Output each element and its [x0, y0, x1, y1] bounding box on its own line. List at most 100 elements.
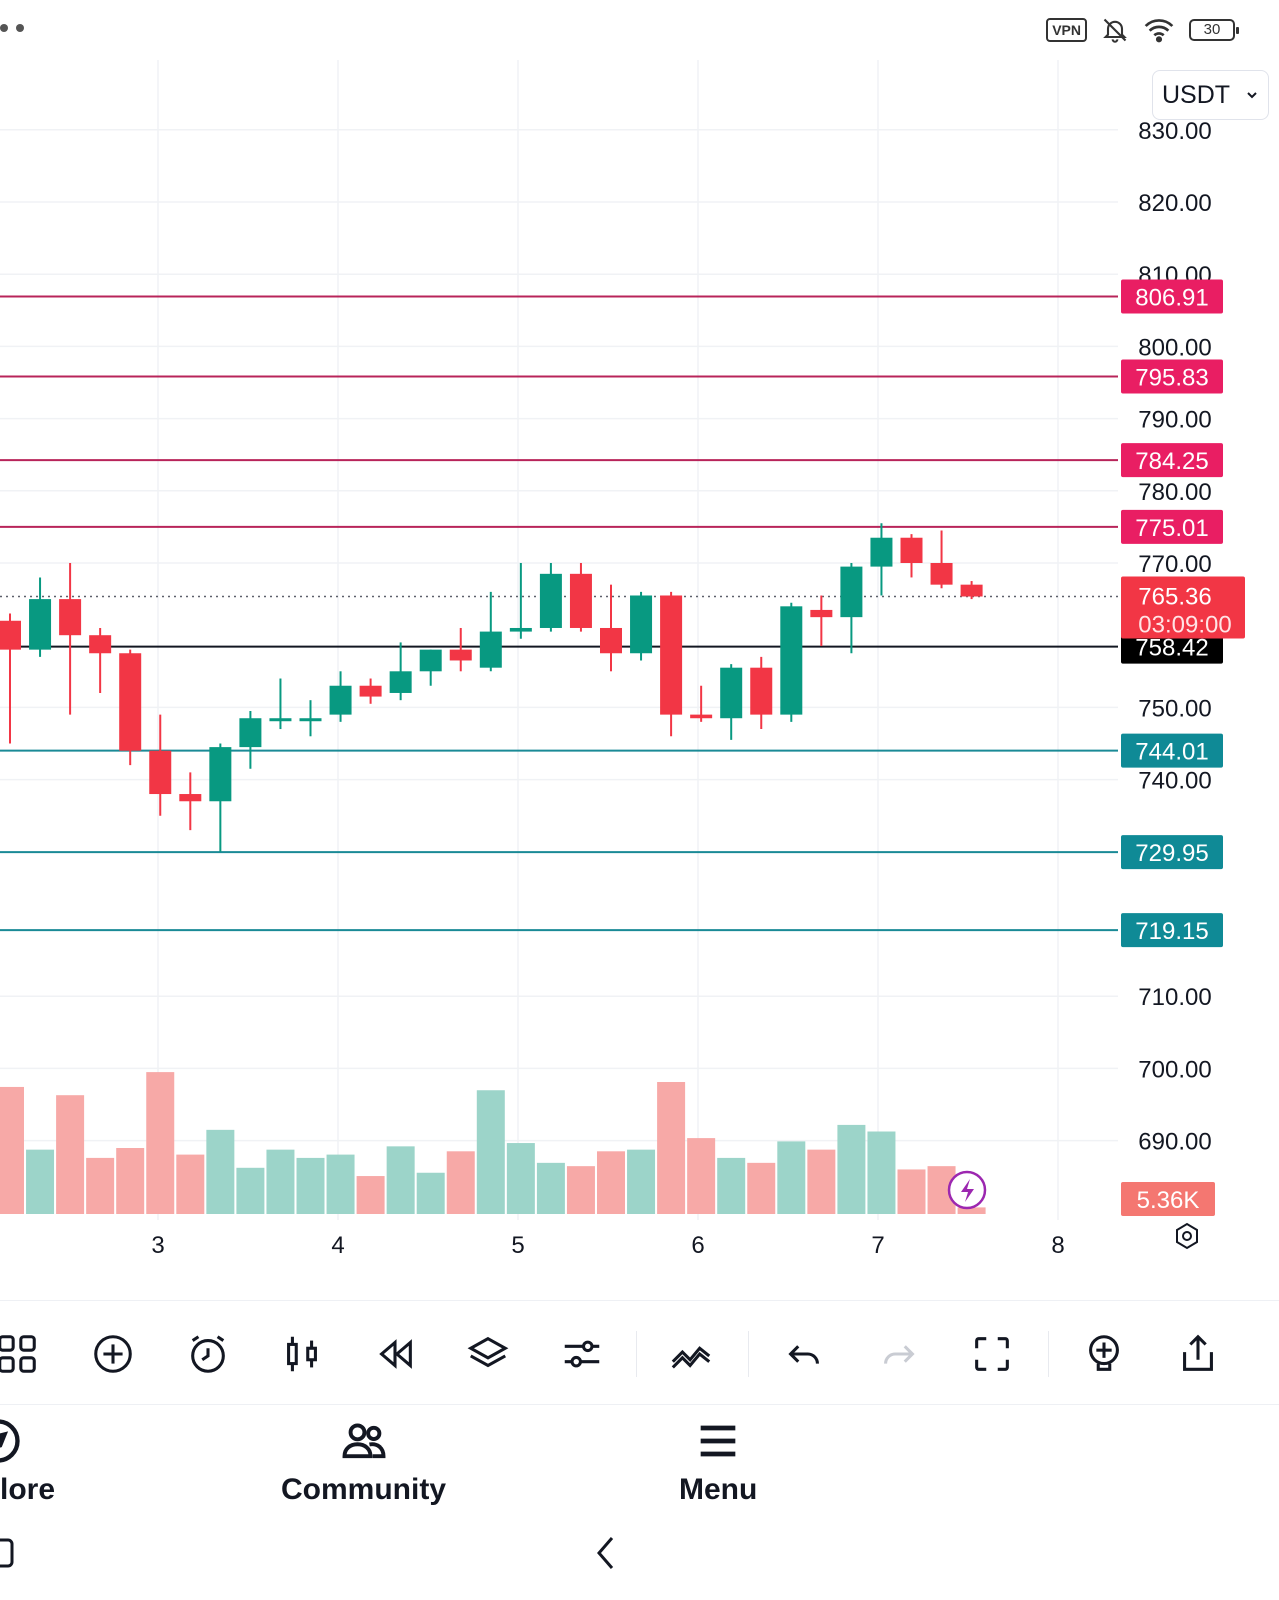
- idea-bulb-icon[interactable]: [1079, 1329, 1129, 1379]
- price-label: 806.91: [1135, 285, 1208, 312]
- candle-body[interactable]: [59, 599, 82, 636]
- chart-settings-icon[interactable]: [1176, 1222, 1198, 1250]
- candle-body[interactable]: [780, 606, 803, 715]
- nav-explore[interactable]: lore: [0, 1415, 55, 1507]
- recent-apps-icon[interactable]: [0, 1538, 14, 1568]
- candle-body[interactable]: [900, 537, 923, 563]
- volume-bar: [446, 1151, 475, 1214]
- toolbar-divider: [748, 1331, 749, 1377]
- chart-settings-hex: [1176, 1222, 1198, 1250]
- volume-bar: [777, 1141, 806, 1214]
- volume-bar: [957, 1207, 986, 1214]
- y-tick-label: 830.00: [1138, 118, 1211, 145]
- volume-label: 5.36K: [1137, 1187, 1200, 1214]
- candle-body[interactable]: [569, 573, 592, 628]
- candle-body[interactable]: [930, 563, 953, 585]
- alarm-icon[interactable]: [183, 1329, 233, 1379]
- replay-icon[interactable]: [370, 1329, 420, 1379]
- candle-body[interactable]: [269, 718, 292, 722]
- volume-bar: [56, 1095, 85, 1214]
- nav-label: Menu: [679, 1473, 758, 1506]
- add-circle-icon[interactable]: [88, 1329, 138, 1379]
- candle-body[interactable]: [810, 609, 833, 618]
- candle-body[interactable]: [299, 718, 322, 722]
- system-navigation: [0, 1530, 1279, 1600]
- y-tick-label: 690.00: [1138, 1129, 1211, 1156]
- back-icon[interactable]: [594, 1535, 618, 1571]
- share-icon[interactable]: [1173, 1329, 1223, 1379]
- price-chart[interactable]: 830.00 820.00 810.00 800.00 790.00 780.00 770.…: [0, 60, 1279, 1300]
- toolbar-divider: [1048, 1331, 1049, 1377]
- undo-icon[interactable]: [779, 1329, 829, 1379]
- volume-bar: [356, 1176, 385, 1214]
- candle-body[interactable]: [239, 718, 262, 748]
- candle-body[interactable]: [870, 537, 893, 567]
- volume-bar: [476, 1090, 505, 1214]
- fullscreen-icon[interactable]: [967, 1329, 1017, 1379]
- candle-body[interactable]: [539, 573, 562, 628]
- bottom-navigation: lore Community Menu: [0, 1405, 1279, 1530]
- candle-body[interactable]: [419, 649, 442, 672]
- candle-body[interactable]: [840, 566, 863, 618]
- nav-community[interactable]: Community: [281, 1415, 446, 1507]
- candle-body[interactable]: [329, 685, 352, 715]
- candle-body[interactable]: [179, 794, 202, 802]
- candle-body[interactable]: [600, 627, 622, 654]
- candle-body[interactable]: [389, 671, 412, 693]
- y-tick-label: 780.00: [1138, 479, 1211, 506]
- candle-body[interactable]: [149, 750, 172, 795]
- y-tick-label: 770.00: [1138, 551, 1211, 578]
- y-tick-label: 800.00: [1138, 334, 1211, 361]
- candle-body[interactable]: [449, 649, 472, 661]
- candle-body[interactable]: [0, 620, 21, 650]
- x-tick-label: 7: [871, 1232, 884, 1259]
- volume-bar: [176, 1154, 205, 1214]
- volume-bar: [296, 1157, 325, 1214]
- price-label-bg: [1121, 733, 1223, 768]
- candle-body[interactable]: [960, 584, 983, 597]
- candle-body[interactable]: [750, 667, 773, 715]
- candle-body[interactable]: [479, 631, 502, 668]
- chart-canvas[interactable]: 830.00820.00810.00800.00790.00780.00770.…: [0, 60, 1279, 1300]
- compass-icon: [0, 1419, 20, 1463]
- volume-bar: [747, 1162, 776, 1214]
- candle-body[interactable]: [29, 599, 52, 650]
- candle-body[interactable]: [119, 653, 142, 751]
- candle-body[interactable]: [720, 667, 743, 719]
- currency-label: USDT: [1162, 80, 1231, 109]
- status-bar: VPN 30: [0, 0, 1279, 60]
- y-tick-label: 750.00: [1138, 695, 1211, 722]
- candle-body[interactable]: [660, 595, 683, 715]
- currency-dropdown[interactable]: USDT: [1152, 70, 1269, 120]
- layers-icon[interactable]: [463, 1329, 513, 1379]
- price-label: 795.83: [1135, 365, 1208, 392]
- status-icons: VPN 30: [1046, 16, 1239, 44]
- candle-body[interactable]: [359, 685, 382, 697]
- candle-body[interactable]: [209, 747, 232, 802]
- chevron-down-icon: [1247, 92, 1257, 99]
- candle-body[interactable]: [690, 714, 713, 719]
- volume-bar: [266, 1149, 295, 1214]
- vpn-icon: VPN: [1046, 18, 1087, 42]
- candle-body[interactable]: [630, 595, 653, 654]
- candle-body[interactable]: [509, 627, 532, 632]
- sliders-icon[interactable]: [557, 1329, 607, 1379]
- pattern-icon[interactable]: [667, 1329, 717, 1379]
- candle-body[interactable]: [89, 635, 112, 654]
- redo-icon[interactable]: [874, 1329, 924, 1379]
- countdown-label: 03:09:00: [1138, 612, 1231, 639]
- price-label: 729.95: [1135, 840, 1208, 867]
- volume-bar: [627, 1149, 656, 1214]
- candles-icon[interactable]: [277, 1329, 327, 1379]
- nav-menu[interactable]: Menu: [679, 1415, 757, 1507]
- grid-icon[interactable]: [0, 1329, 42, 1379]
- volume-bar: [566, 1166, 595, 1214]
- lightning-bolt: [961, 1179, 974, 1202]
- price-label-bg: [1121, 443, 1223, 478]
- price-label-bg: [1121, 509, 1223, 544]
- price-label-bg: [1121, 913, 1223, 948]
- y-tick-label: 700.00: [1138, 1056, 1211, 1083]
- current-price-label-bg: [1121, 576, 1245, 639]
- lightning-icon[interactable]: [947, 1170, 987, 1210]
- x-tick-label: 3: [151, 1232, 164, 1259]
